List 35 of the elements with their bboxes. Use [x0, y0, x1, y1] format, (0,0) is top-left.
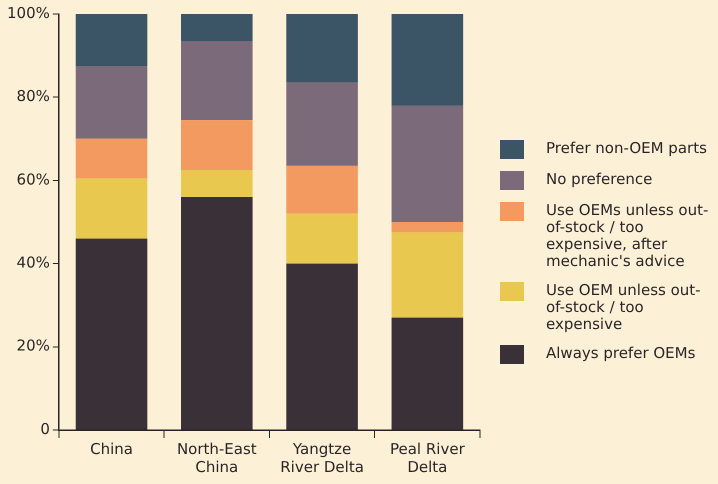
x-tick-label: North-East China: [176, 440, 257, 476]
bar: [286, 14, 358, 83]
bar: [181, 170, 253, 198]
bar: [392, 232, 464, 318]
y-tick-label: 80%: [16, 87, 50, 106]
y-tick-label: 40%: [16, 253, 50, 272]
legend-label: Use OEMs unless out-of-stock / too expensive, after mechanic's advice: [546, 201, 710, 270]
y-tick-label: 60%: [16, 170, 50, 188]
bar: [76, 14, 148, 66]
bar: [76, 138, 148, 178]
legend-label: No preference: [546, 170, 654, 188]
bar: [181, 14, 253, 42]
x-tick-label: Yangtze River Delta: [280, 440, 364, 476]
bar: [392, 106, 464, 222]
legend-label: Always prefer OEMs: [546, 344, 696, 362]
y-tick-label: 20%: [16, 336, 50, 355]
x-tick-label: China: [90, 440, 133, 458]
bar: [392, 14, 464, 106]
bar: [181, 120, 253, 170]
bar: [76, 178, 148, 239]
bar: [286, 214, 358, 264]
bar: [392, 222, 464, 232]
legend-label: Use OEM unless out-of-stock / too expensive: [546, 281, 702, 333]
bar: [392, 318, 464, 430]
y-tick-label: 0: [40, 420, 50, 438]
bar: [181, 197, 253, 430]
legend-label: Prefer non-OEM parts: [546, 139, 708, 157]
bar: [76, 238, 148, 430]
bar: [76, 66, 148, 139]
bar: [181, 41, 253, 120]
bar: [286, 264, 358, 430]
y-tick-label: 100%: [6, 4, 50, 22]
x-tick-label: Peal River Delta: [390, 440, 466, 476]
bar: [286, 166, 358, 214]
bar: [286, 82, 358, 166]
